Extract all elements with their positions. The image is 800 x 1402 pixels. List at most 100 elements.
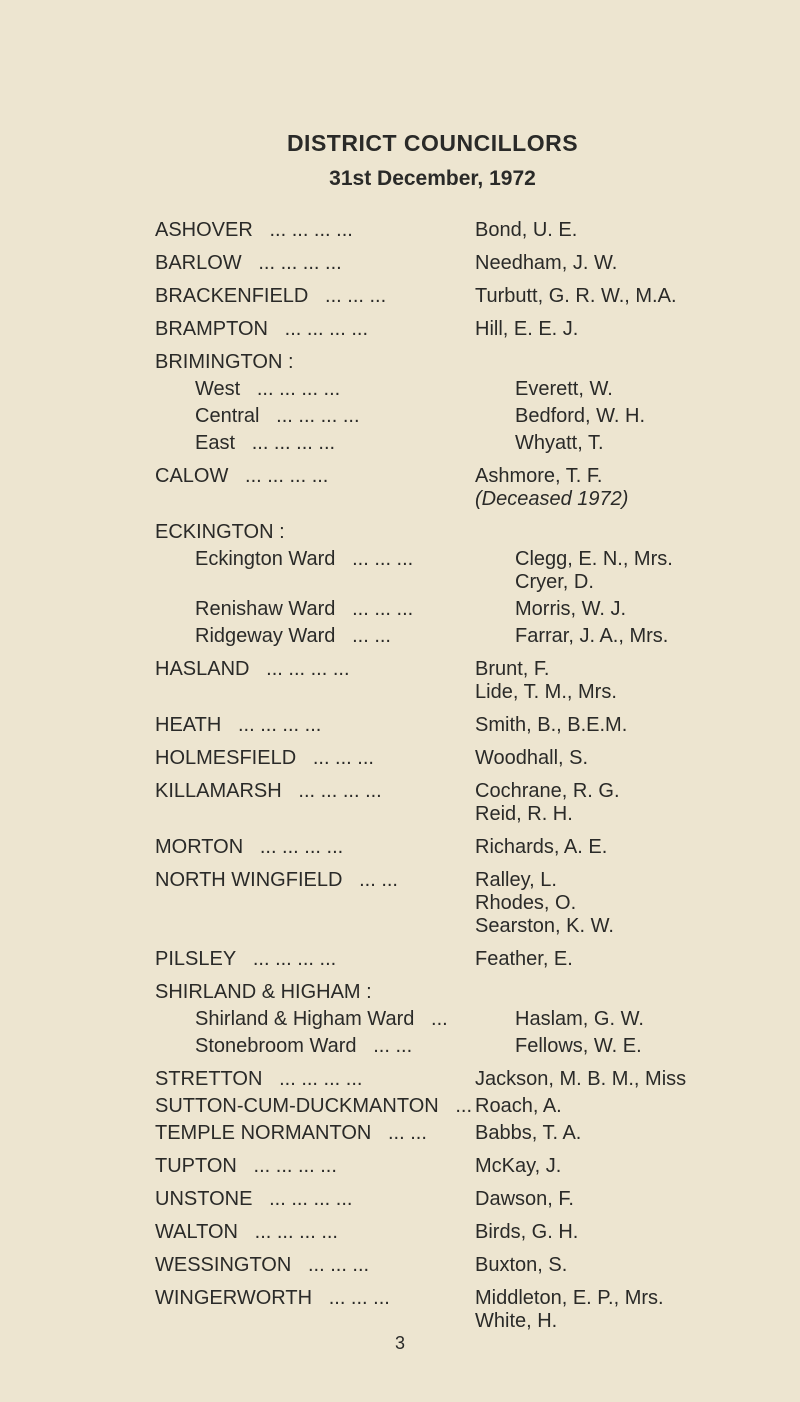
list-row: Ridgeway Ward ... ...Farrar, J. A., Mrs. <box>155 625 710 648</box>
leader-dots: ... ... ... ... <box>228 465 328 488</box>
district-label: Renishaw Ward <box>195 598 335 620</box>
district-name: NORTH WINGFIELD ... ... <box>155 869 475 892</box>
councillor-names: Morris, W. J. <box>515 598 710 621</box>
district-label: BRACKENFIELD <box>155 285 308 307</box>
district-label: SUTTON-CUM-DUCKMANTON <box>155 1095 439 1117</box>
district-name: TEMPLE NORMANTON ... ... <box>155 1122 475 1145</box>
district-name: ECKINGTON : <box>155 521 475 544</box>
district-label: ECKINGTON : <box>155 521 285 543</box>
councillor-names: Ashmore, T. F.(Deceased 1972) <box>475 465 710 511</box>
district-name: HOLMESFIELD ... ... ... <box>155 747 475 770</box>
councillor-name: Ralley, L. <box>475 869 710 892</box>
list-row: Stonebroom Ward ... ...Fellows, W. E. <box>155 1035 710 1058</box>
list-row: BRACKENFIELD ... ... ...Turbutt, G. R. W… <box>155 285 710 308</box>
list-row: STRETTON ... ... ... ...Jackson, M. B. M… <box>155 1068 710 1091</box>
councillor-name: Dawson, F. <box>475 1188 710 1211</box>
leader-dots: ... ... ... ... <box>282 780 382 803</box>
councillor-names: Needham, J. W. <box>475 252 710 275</box>
councillor-names: Babbs, T. A. <box>475 1122 710 1145</box>
councillor-names: Whyatt, T. <box>515 432 710 455</box>
leader-dots: ... ... <box>335 625 391 648</box>
district-label: UNSTONE <box>155 1188 252 1210</box>
councillor-name: Jackson, M. B. M., Miss <box>475 1068 710 1091</box>
list-row: HOLMESFIELD ... ... ...Woodhall, S. <box>155 747 710 770</box>
councillor-names: Brunt, F.Lide, T. M., Mrs. <box>475 658 710 704</box>
councillor-name: Reid, R. H. <box>475 803 710 826</box>
page-title: DISTRICT COUNCILLORS <box>155 130 710 157</box>
district-label: Central <box>195 405 259 427</box>
district-label: Stonebroom Ward <box>195 1035 357 1057</box>
district-label: HASLAND <box>155 658 249 680</box>
district-label: WESSINGTON <box>155 1254 291 1276</box>
councillor-names: Hill, E. E. J. <box>475 318 710 341</box>
list-row: TUPTON ... ... ... ...McKay, J. <box>155 1155 710 1178</box>
list-row: WALTON ... ... ... ...Birds, G. H. <box>155 1221 710 1244</box>
page-number: 3 <box>0 1333 800 1354</box>
councillor-names: Feather, E. <box>475 948 710 971</box>
leader-dots: ... ... ... ... <box>238 1221 338 1244</box>
list-row: ASHOVER ... ... ... ...Bond, U. E. <box>155 219 710 242</box>
councillor-name: Turbutt, G. R. W., M.A. <box>475 285 710 308</box>
district-name: Ridgeway Ward ... ... <box>155 625 515 648</box>
councillor-name: Buxton, S. <box>475 1254 710 1277</box>
councillor-names: Haslam, G. W. <box>515 1008 710 1031</box>
councillor-name: Everett, W. <box>515 378 710 401</box>
councillor-name: Haslam, G. W. <box>515 1008 710 1031</box>
councillor-names: Birds, G. H. <box>475 1221 710 1244</box>
district-label: WINGERWORTH <box>155 1287 312 1309</box>
district-label: Ridgeway Ward <box>195 625 335 647</box>
leader-dots: ... ... ... ... <box>242 252 342 275</box>
list-row: SUTTON-CUM-DUCKMANTON ...Roach, A. <box>155 1095 710 1118</box>
district-name: HEATH ... ... ... ... <box>155 714 475 737</box>
leader-dots: ... ... <box>342 869 398 892</box>
list-row: WESSINGTON ... ... ...Buxton, S. <box>155 1254 710 1277</box>
councillor-names: Woodhall, S. <box>475 747 710 770</box>
district-name: SHIRLAND & HIGHAM : <box>155 981 475 1004</box>
district-label: HEATH <box>155 714 221 736</box>
district-name: BARLOW ... ... ... ... <box>155 252 475 275</box>
list-row: BRAMPTON ... ... ... ...Hill, E. E. J. <box>155 318 710 341</box>
councillor-name: Needham, J. W. <box>475 252 710 275</box>
district-name: ASHOVER ... ... ... ... <box>155 219 475 242</box>
councillor-list: ASHOVER ... ... ... ...Bond, U. E.BARLOW… <box>155 219 710 1333</box>
district-label: Shirland & Higham Ward <box>195 1008 414 1030</box>
councillor-names: Farrar, J. A., Mrs. <box>515 625 710 648</box>
district-name: KILLAMARSH ... ... ... ... <box>155 780 475 803</box>
district-label: ASHOVER <box>155 219 253 241</box>
list-row: BRIMINGTON : <box>155 351 710 374</box>
district-label: BARLOW <box>155 252 242 274</box>
councillor-name: Searston, K. W. <box>475 915 710 938</box>
leader-dots: ... ... ... <box>335 598 413 621</box>
district-name: WALTON ... ... ... ... <box>155 1221 475 1244</box>
councillor-name: Cryer, D. <box>515 571 710 594</box>
list-row: TEMPLE NORMANTON ... ...Babbs, T. A. <box>155 1122 710 1145</box>
councillor-names: Roach, A. <box>475 1095 710 1118</box>
district-name: Shirland & Higham Ward ... <box>155 1008 515 1031</box>
district-name: STRETTON ... ... ... ... <box>155 1068 475 1091</box>
district-name: HASLAND ... ... ... ... <box>155 658 475 681</box>
councillor-name: Cochrane, R. G. <box>475 780 710 803</box>
district-name: Eckington Ward ... ... ... <box>155 548 515 571</box>
list-row: HASLAND ... ... ... ...Brunt, F.Lide, T.… <box>155 658 710 704</box>
district-name: WINGERWORTH ... ... ... <box>155 1287 475 1310</box>
district-label: PILSLEY <box>155 948 236 970</box>
district-name: MORTON ... ... ... ... <box>155 836 475 859</box>
district-name: BRACKENFIELD ... ... ... <box>155 285 475 308</box>
leader-dots: ... ... ... ... <box>252 1188 352 1211</box>
leader-dots: ... ... ... ... <box>259 405 359 428</box>
councillor-name: White, H. <box>475 1310 710 1333</box>
councillor-names: Richards, A. E. <box>475 836 710 859</box>
councillor-name: Woodhall, S. <box>475 747 710 770</box>
district-name: Renishaw Ward ... ... ... <box>155 598 515 621</box>
councillor-names: Clegg, E. N., Mrs.Cryer, D. <box>515 548 710 594</box>
councillor-name: Birds, G. H. <box>475 1221 710 1244</box>
councillor-name: Lide, T. M., Mrs. <box>475 681 710 704</box>
leader-dots: ... ... <box>357 1035 413 1058</box>
councillor-names: Everett, W. <box>515 378 710 401</box>
district-label: BRIMINGTON : <box>155 351 294 373</box>
district-label: STRETTON <box>155 1068 262 1090</box>
district-name: West ... ... ... ... <box>155 378 515 401</box>
councillor-names: Bond, U. E. <box>475 219 710 242</box>
councillor-names: Cochrane, R. G.Reid, R. H. <box>475 780 710 826</box>
list-row: ECKINGTON : <box>155 521 710 544</box>
